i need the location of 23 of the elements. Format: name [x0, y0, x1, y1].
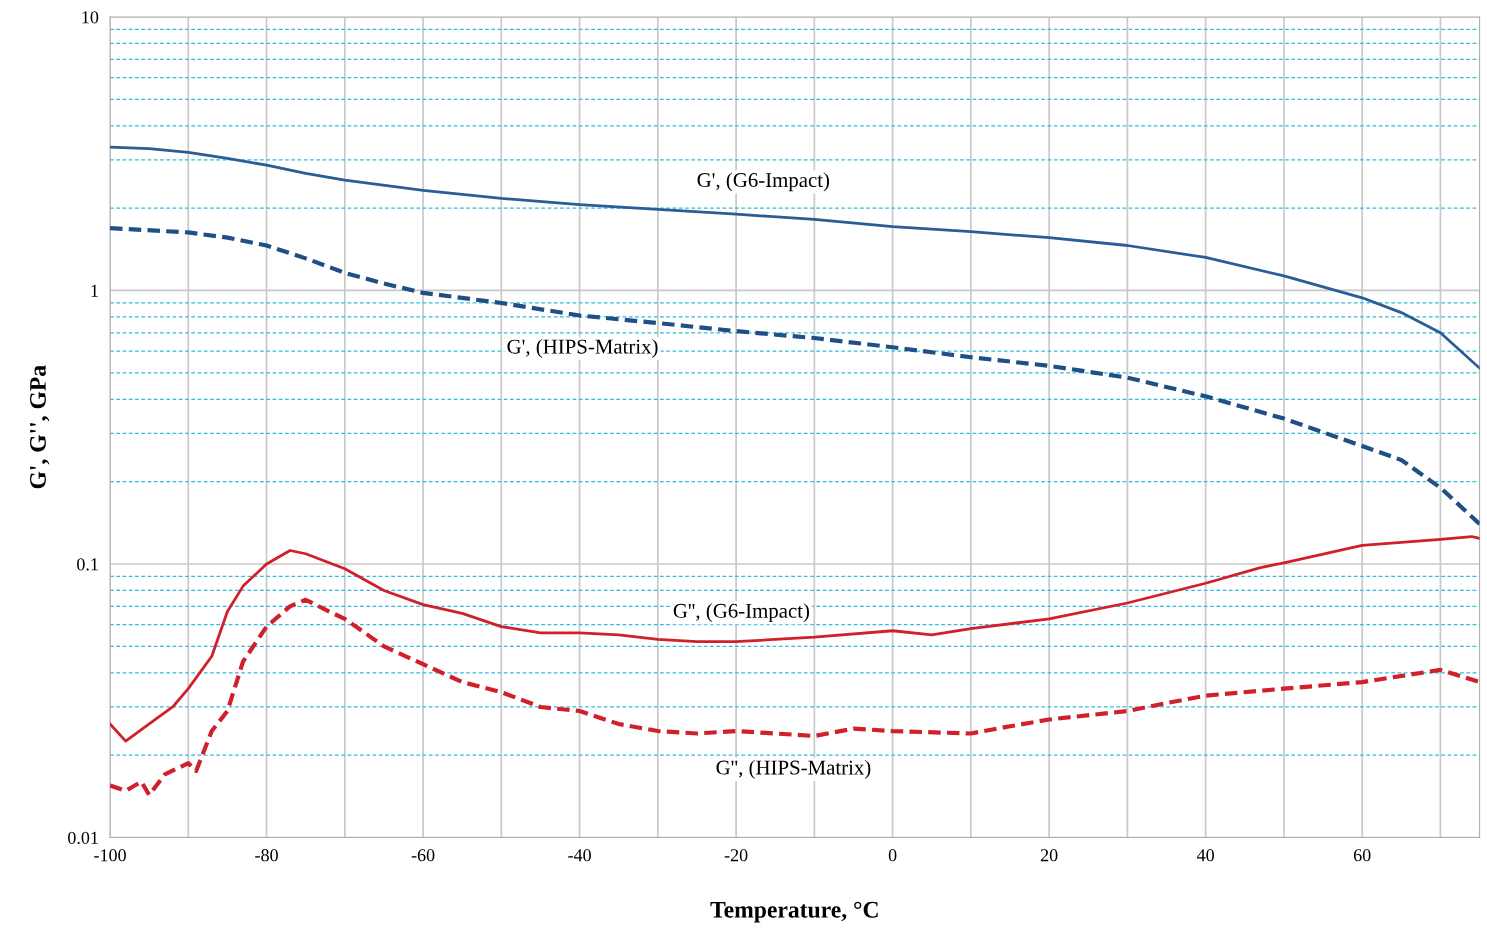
annotation: G', (G6-Impact)	[697, 172, 830, 192]
x-tick-label: 0	[888, 849, 897, 862]
y-tick-label: 10	[82, 11, 99, 24]
y-tick-label: 0.1	[77, 558, 98, 571]
x-tick-label: -20	[724, 849, 748, 862]
annotation: G', (HIPS-Matrix)	[507, 338, 658, 358]
x-tick-label: 40	[1196, 849, 1214, 862]
x-tick-label: -100	[94, 849, 126, 862]
line-series	[110, 535, 1480, 743]
y-tick-label: 1	[91, 284, 98, 297]
x-tick-label: 60	[1353, 849, 1371, 862]
x-axis-title: Temperature, °C	[710, 901, 878, 923]
x-tick-label: -40	[568, 849, 591, 862]
line-series	[110, 145, 1480, 370]
line-series	[110, 226, 1480, 527]
y-tick-label: 0.01	[68, 831, 98, 845]
line-series	[110, 597, 1480, 798]
annotation: G'', (G6-Impact)	[673, 603, 810, 623]
x-tick-label: -60	[411, 849, 435, 862]
y-axis-title: G', G'', GPa	[30, 365, 50, 489]
annotation: G'', (HIPS-Matrix)	[716, 759, 871, 779]
x-tick-label: 20	[1040, 849, 1058, 862]
x-tick-label: -80	[255, 849, 278, 862]
